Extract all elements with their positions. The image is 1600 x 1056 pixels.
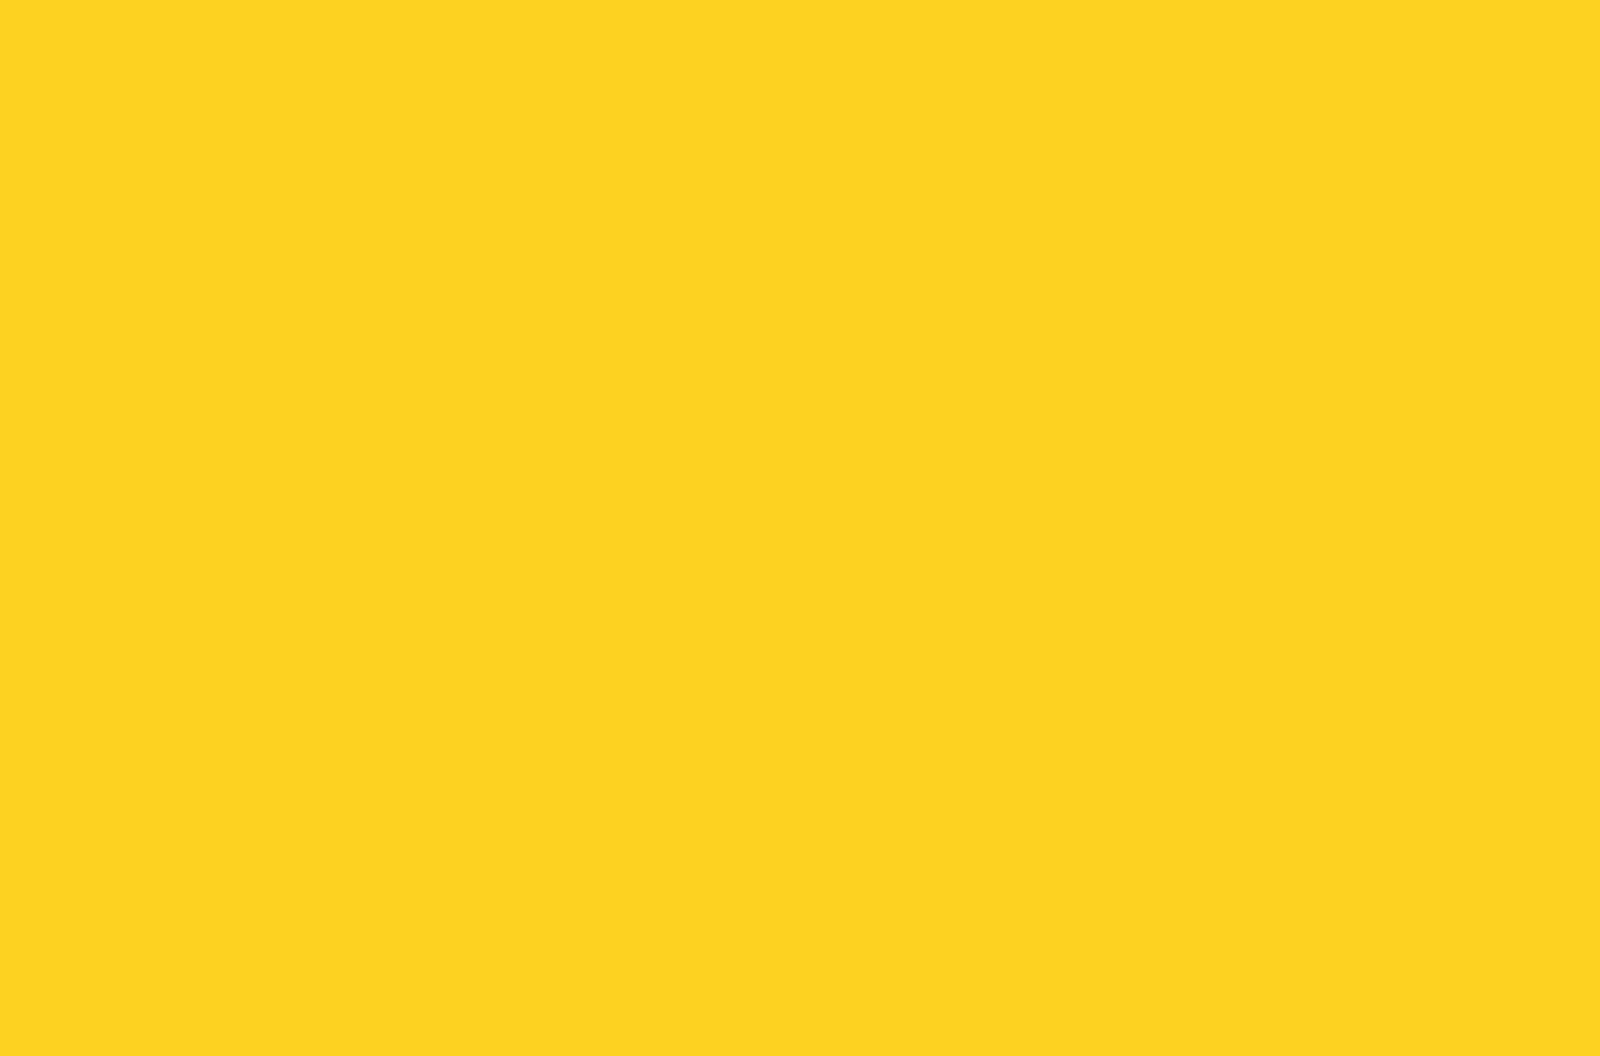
title-banner <box>0 0 1600 1056</box>
decorative-background <box>0 0 1600 1056</box>
